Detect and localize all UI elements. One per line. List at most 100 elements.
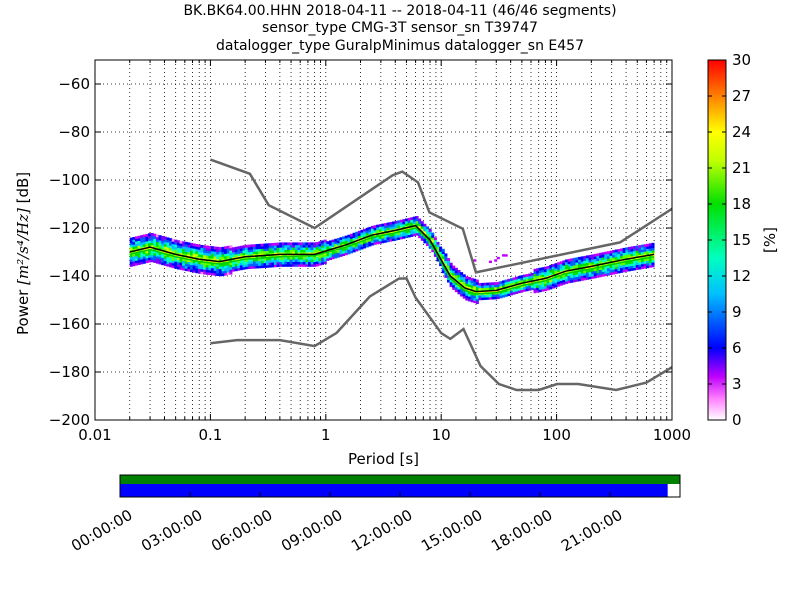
psd-cell <box>226 269 230 273</box>
psd-cell <box>635 259 639 263</box>
psd-cell <box>630 265 634 269</box>
psd-cell <box>140 256 144 260</box>
psd-cell <box>313 249 317 253</box>
psd-cell <box>331 242 335 245</box>
psd-cell <box>554 279 558 283</box>
psd-cell <box>449 265 453 268</box>
psd-cell <box>176 249 180 253</box>
psd-cell <box>224 255 228 259</box>
psd-cell <box>360 234 364 238</box>
psd-cell <box>326 243 330 247</box>
psd-cell <box>546 273 550 276</box>
psd-cell <box>384 225 388 229</box>
psd-cell <box>252 258 256 262</box>
psd-cell <box>549 267 553 271</box>
psd-cell <box>599 255 603 258</box>
psd-cell <box>252 265 256 269</box>
psd-cell <box>294 244 298 248</box>
psd-cell <box>580 261 584 264</box>
psd-cell <box>599 259 603 263</box>
psd-cell <box>635 245 639 249</box>
psd-cell <box>323 239 327 243</box>
psd-cell <box>302 256 306 260</box>
psd-cell <box>635 247 639 251</box>
psd-cell <box>266 250 270 254</box>
psd-cell <box>292 264 296 267</box>
psd-cell <box>179 267 183 270</box>
psd-cell <box>252 251 256 255</box>
psd-cell <box>315 246 319 250</box>
psd-cell <box>536 275 540 279</box>
psd-cell <box>148 233 152 237</box>
psd-cell <box>166 247 170 250</box>
psd-cell <box>132 258 136 262</box>
psd-cell <box>342 248 346 252</box>
psd-cell <box>449 267 453 271</box>
psd-cell <box>517 290 521 294</box>
psd-cell <box>302 242 306 246</box>
psd-cell <box>606 267 610 271</box>
psd-cell <box>158 261 162 265</box>
psd-cell <box>242 252 246 256</box>
psd-cell <box>137 252 141 256</box>
psd-cell <box>606 258 610 262</box>
psd-cell <box>641 244 645 248</box>
psd-cell <box>499 281 503 284</box>
psd-cell <box>355 246 359 249</box>
psd-cell <box>263 265 267 268</box>
psd-cell <box>271 247 275 251</box>
psd-cell <box>515 291 519 294</box>
psd-cell <box>384 237 388 241</box>
psd-cell <box>365 242 369 246</box>
psd-cell <box>612 271 616 275</box>
psd-cell <box>596 272 600 276</box>
psd-cell <box>593 270 597 274</box>
psd-cell <box>465 290 469 294</box>
psd-cell <box>310 244 314 248</box>
psd-cell <box>465 276 469 279</box>
psd-cell <box>609 257 613 261</box>
psd-cell <box>268 259 272 263</box>
psd-cell <box>234 261 238 264</box>
psd-cell <box>433 242 437 245</box>
y-tick-label: −60 <box>58 75 90 93</box>
psd-cell <box>536 273 540 276</box>
psd-cell <box>344 240 348 244</box>
psd-cell <box>203 262 207 265</box>
psd-cell <box>229 262 233 265</box>
psd-cell <box>132 236 136 240</box>
psd-cell <box>224 253 228 257</box>
psd-cell <box>470 277 474 281</box>
psd-cell <box>305 242 309 246</box>
psd-cell <box>378 236 382 239</box>
psd-cell <box>263 248 267 252</box>
psd-cell <box>601 254 605 258</box>
psd-cell <box>242 266 246 270</box>
psd-cell <box>572 277 576 280</box>
psd-cell <box>281 242 285 246</box>
psd-cell <box>255 260 259 264</box>
psd-cell <box>213 256 217 259</box>
psd-cell <box>465 285 469 289</box>
psd-cell <box>260 250 264 254</box>
psd-cell <box>231 254 236 258</box>
psd-cell <box>205 262 209 266</box>
psd-cell <box>326 255 330 259</box>
psd-cell <box>533 273 537 277</box>
psd-cell <box>281 264 285 267</box>
psd-cell <box>486 294 490 298</box>
psd-cell <box>289 264 293 267</box>
psd-cell <box>454 277 458 281</box>
psd-cell <box>604 251 608 255</box>
psd-cell <box>617 268 621 271</box>
psd-cell <box>433 237 437 241</box>
psd-cell <box>475 281 479 285</box>
psd-cell <box>462 281 466 285</box>
psd-cell <box>588 262 592 265</box>
psd-cell <box>211 265 215 269</box>
psd-cell <box>551 268 555 272</box>
psd-cell <box>292 252 296 255</box>
psd-cell <box>129 259 133 262</box>
psd-cell <box>596 270 600 273</box>
psd-cell <box>174 261 178 265</box>
